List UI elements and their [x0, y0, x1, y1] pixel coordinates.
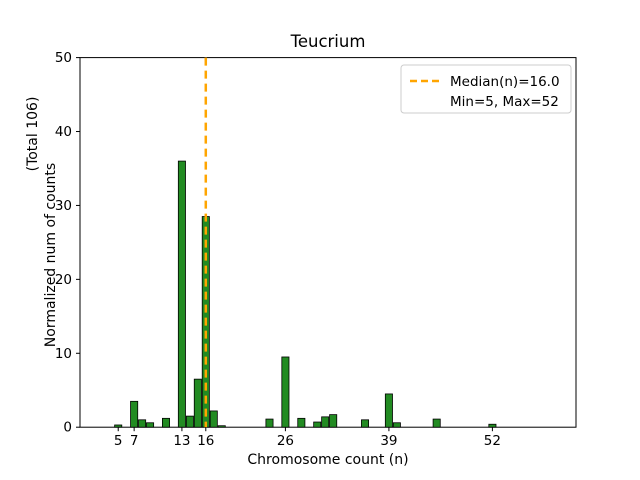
- x-axis-label: Chromosome count (n): [247, 452, 408, 468]
- histogram-bar: [146, 422, 155, 428]
- x-tick-label: 52: [484, 433, 501, 449]
- x-tick-label: 13: [173, 433, 190, 449]
- y-tick-label: 0: [63, 420, 72, 436]
- legend-box: [400, 64, 572, 114]
- histogram-bar: [217, 425, 226, 428]
- histogram-bar: [321, 416, 330, 428]
- histogram-bar: [313, 421, 322, 428]
- histogram-bar: [161, 417, 170, 428]
- y-tick-label: 10: [55, 346, 72, 362]
- x-tick-label: 39: [380, 433, 397, 449]
- histogram-bar: [361, 419, 370, 428]
- histogram-bar: [130, 400, 139, 428]
- histogram-bar: [209, 410, 218, 428]
- histogram-bar: [329, 414, 338, 428]
- histogram-bar: [138, 419, 147, 428]
- histogram-bar: [384, 393, 393, 428]
- histogram-bar: [392, 422, 401, 428]
- histogram-bar: [177, 160, 186, 428]
- histogram-bar: [114, 424, 123, 428]
- y-tick-label: 50: [55, 50, 72, 66]
- x-tick-label: 16: [197, 433, 214, 449]
- y-tick-label: 30: [55, 198, 72, 214]
- y-axis-label-secondary: (Total 106): [25, 97, 41, 172]
- histogram-bar: [488, 423, 497, 428]
- y-tick-label: 20: [55, 272, 72, 288]
- x-tick-label: 26: [277, 433, 294, 449]
- chart-title: Teucrium: [290, 32, 366, 51]
- histogram-bar: [193, 378, 202, 428]
- legend-minmax-label: Min=5, Max=52: [450, 94, 559, 110]
- y-axis-label: Normalized num of counts: [43, 163, 59, 347]
- histogram-bar: [185, 415, 194, 428]
- plot-area: [79, 57, 577, 428]
- x-tick-label: 5: [114, 433, 123, 449]
- ticks-group: 5 7 13 16 26 39 52 0 10 20 30 40 50: [55, 50, 501, 449]
- histogram-bar: [432, 418, 441, 428]
- x-tick-label: 7: [130, 433, 139, 449]
- legend: Median(n)=16.0 Min=5, Max=52: [400, 64, 572, 114]
- legend-median-label: Median(n)=16.0: [450, 74, 560, 90]
- histogram-bar: [281, 356, 290, 428]
- y-tick-label: 40: [55, 124, 72, 140]
- histogram-bar: [297, 417, 306, 428]
- histogram-bar: [265, 418, 274, 428]
